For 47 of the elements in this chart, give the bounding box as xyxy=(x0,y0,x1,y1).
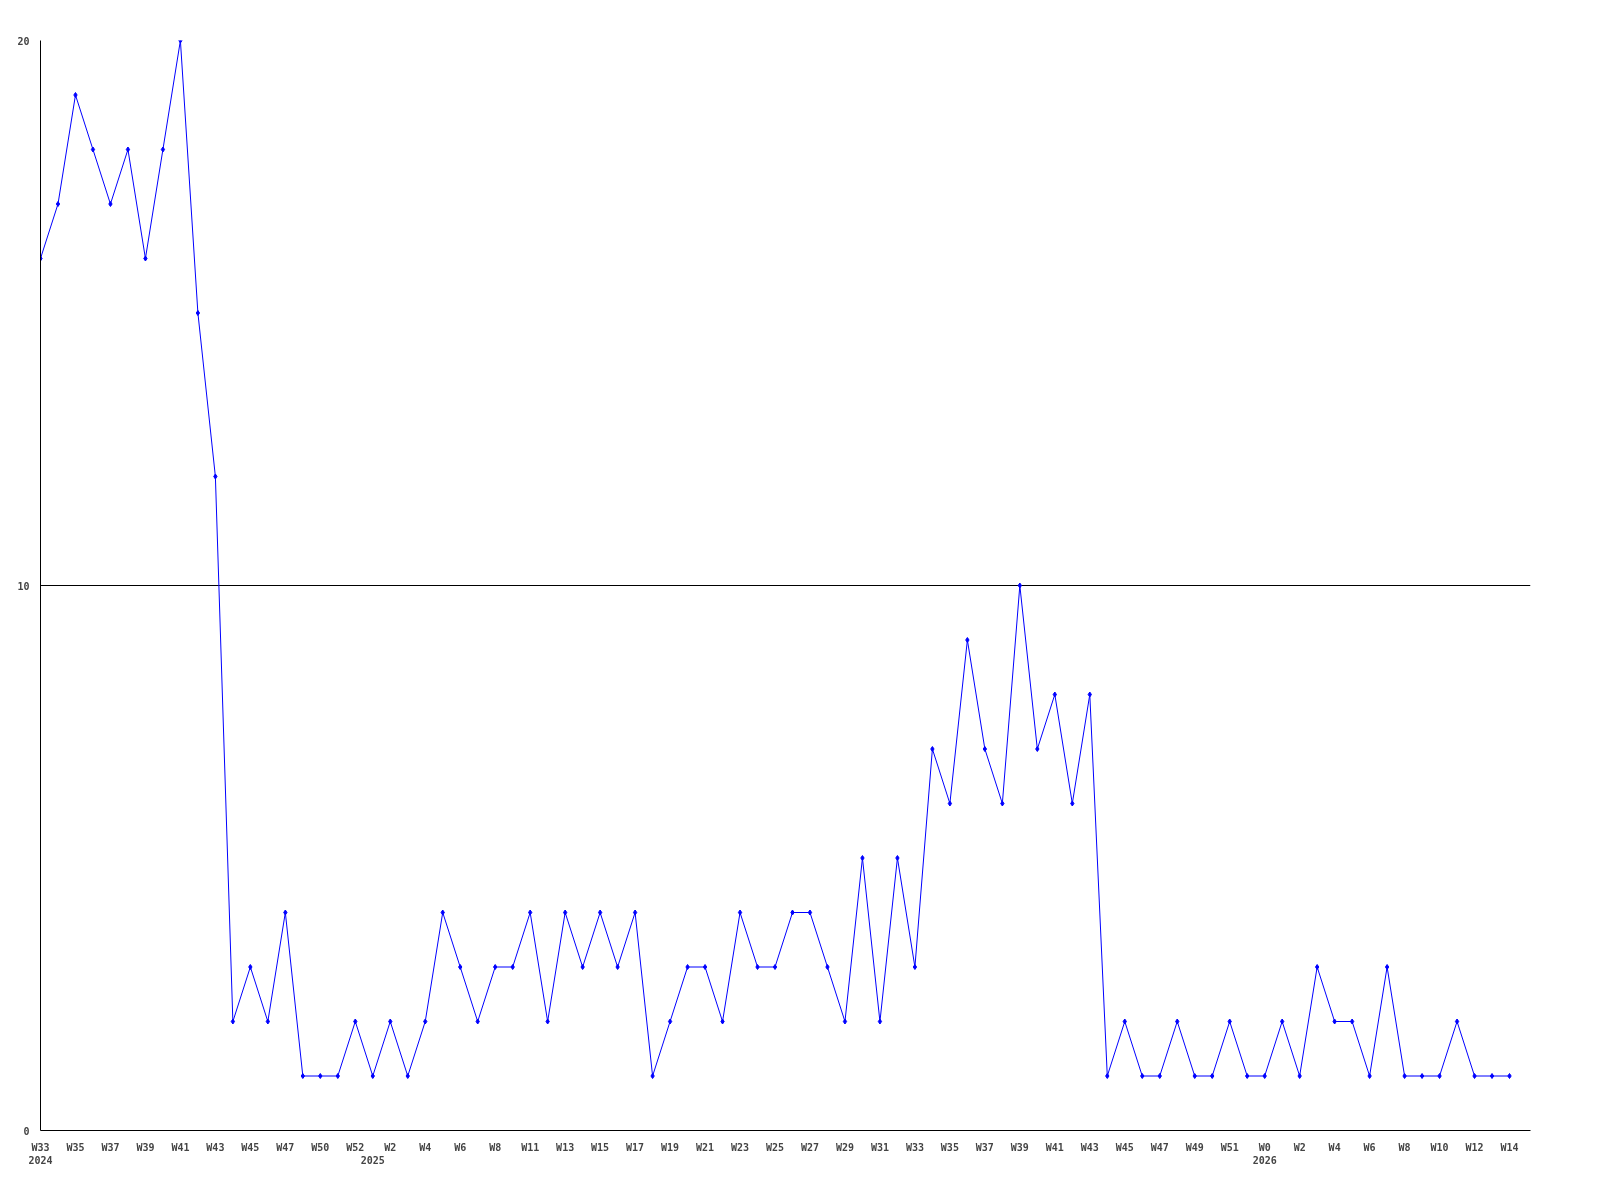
x-tick-label: W37 xyxy=(975,1141,994,1153)
x-tick-label: W41 xyxy=(171,1141,190,1153)
x-tick-label: W2 xyxy=(1293,1141,1306,1153)
x-tick-label: W35 xyxy=(940,1141,959,1153)
x-tick-label: W25 xyxy=(765,1141,785,1153)
x-tick-label: W8 xyxy=(1398,1141,1411,1153)
x-tick-label: W10 xyxy=(1430,1141,1449,1153)
x-tick-label: W43 xyxy=(206,1141,225,1153)
x-tick-label: W45 xyxy=(241,1141,260,1153)
x-tick-label: W31 xyxy=(870,1141,889,1153)
x-tick-label: W41 xyxy=(1045,1141,1064,1153)
x-tick-label: W19 xyxy=(661,1141,680,1153)
x-tick-label: W45 xyxy=(1115,1141,1134,1153)
x-tick-label: W51 xyxy=(1220,1141,1239,1153)
x-tick-label: W6 xyxy=(454,1141,467,1153)
x-tick-label: W37 xyxy=(101,1141,120,1153)
x-tick-label: W33 2024 xyxy=(28,1141,53,1166)
x-tick-label: W13 xyxy=(556,1141,575,1153)
x-tick-label: 2025 xyxy=(360,1154,385,1166)
x-tick-label: W15 xyxy=(591,1141,610,1153)
x-tick-label: W4 xyxy=(1328,1141,1341,1153)
x-tick-label: W4 xyxy=(419,1141,432,1153)
x-tick-label: W47 xyxy=(276,1141,295,1153)
x-tick-label: W17 xyxy=(626,1141,645,1153)
x-tick-label: W21 xyxy=(696,1141,715,1153)
x-tick-label: W8 xyxy=(489,1141,502,1153)
x-tick-label: W50 xyxy=(311,1141,330,1153)
x-tick-label: W6 xyxy=(1363,1141,1376,1153)
x-tick-label: W23 xyxy=(731,1141,750,1153)
x-tick-label: W49 xyxy=(1185,1141,1204,1153)
x-tick-label: W12 xyxy=(1465,1141,1484,1153)
x-tick-label: W27 xyxy=(800,1141,820,1153)
x-tick-label: W2 xyxy=(384,1141,397,1153)
y-tick-label: 0 xyxy=(23,1125,30,1137)
x-tick-label: W11 xyxy=(521,1141,540,1153)
x-tick-label: W52 xyxy=(346,1141,365,1153)
x-tick-label: W39 xyxy=(136,1141,155,1153)
x-tick-label: W29 xyxy=(835,1141,854,1153)
x-tick-label: W14 xyxy=(1500,1141,1519,1153)
x-tick-label: W33 xyxy=(905,1141,924,1153)
x-tick-label: W43 xyxy=(1080,1141,1099,1153)
y-tick-label: 10 xyxy=(17,580,30,592)
x-tick-label: W39 xyxy=(1010,1141,1029,1153)
x-tick-label: W0 2026 xyxy=(1252,1141,1277,1166)
y-tick-label: 20 xyxy=(17,35,30,47)
x-tick-label: W47 xyxy=(1150,1141,1169,1153)
x-tick-label: W35 xyxy=(66,1141,85,1153)
